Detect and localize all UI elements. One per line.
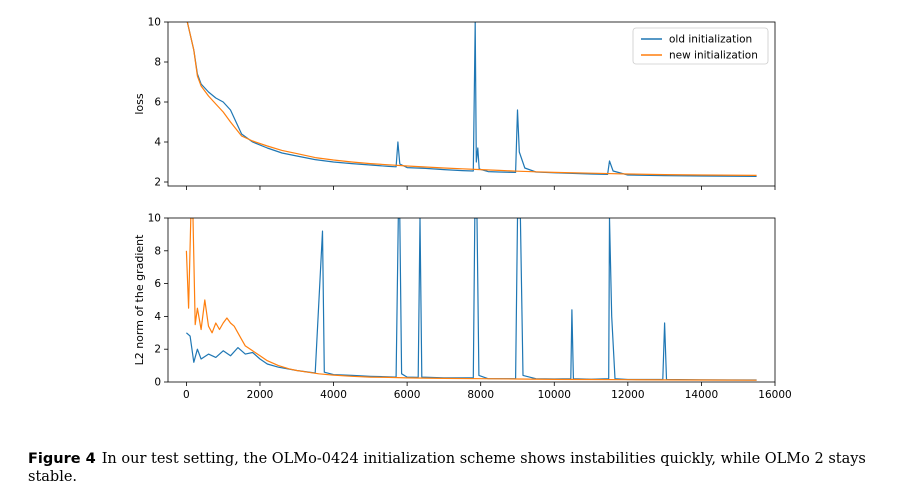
loss-ytick-label: 8: [154, 57, 161, 69]
gradient-axis-label: L2 norm of the gradient: [133, 234, 146, 366]
figure-chart: 2 4 6 8 10 loss old initialization new initi…: [133, 17, 792, 402]
figure-caption: Figure 4 In our test setting, the OLMo-04…: [28, 450, 888, 486]
loss-panel: 2 4 6 8 10 loss old initialization new initi…: [133, 17, 776, 190]
legend-old-label: old initialization: [669, 34, 752, 46]
legend-new-label: new initialization: [669, 50, 758, 62]
gradient-series-new-initialization: [185, 218, 757, 381]
gradient-panel: 0 2 4 6 8 10 0 2000 4000 6000 8000 10000 12000 14000 1…: [133, 213, 792, 402]
xtick-label: 8000: [467, 389, 494, 401]
gradient-ytick-label: 8: [154, 245, 161, 257]
loss-series-new-initialization: [186, 22, 757, 176]
legend-box: [632, 27, 769, 65]
gradient-ytick-label: 2: [154, 344, 161, 356]
gradient-ytick-label: 0: [154, 377, 161, 389]
xtick-label: 16000: [758, 389, 791, 401]
loss-axis-label: loss: [133, 93, 146, 115]
loss-panel-frame: [167, 21, 776, 187]
gradient-series-old-initialization: [186, 218, 757, 381]
loss-ytick-label: 6: [154, 97, 161, 109]
caption-text: In our test setting, the OLMo-0424 initi…: [28, 451, 866, 485]
caption-label: Figure 4: [28, 451, 96, 467]
legend: old initialization new initialization: [632, 27, 769, 65]
gradient-ytick-label: 10: [148, 213, 161, 225]
gradient-ytick-label: 6: [154, 278, 161, 290]
loss-ytick-label: 2: [154, 177, 161, 189]
loss-ytick-label: 4: [154, 137, 161, 149]
gradient-panel-frame: [167, 217, 776, 383]
xtick-label: 4000: [320, 389, 347, 401]
loss-ytick-label: 10: [148, 17, 161, 29]
xtick-label: 14000: [685, 389, 718, 401]
xtick-label: 0: [183, 389, 190, 401]
xtick-label: 12000: [611, 389, 644, 401]
xtick-label: 6000: [394, 389, 421, 401]
xtick-label: 10000: [538, 389, 571, 401]
gradient-ytick-label: 4: [154, 311, 161, 323]
xtick-label: 2000: [247, 389, 274, 401]
loss-series-old-initialization: [186, 22, 757, 177]
